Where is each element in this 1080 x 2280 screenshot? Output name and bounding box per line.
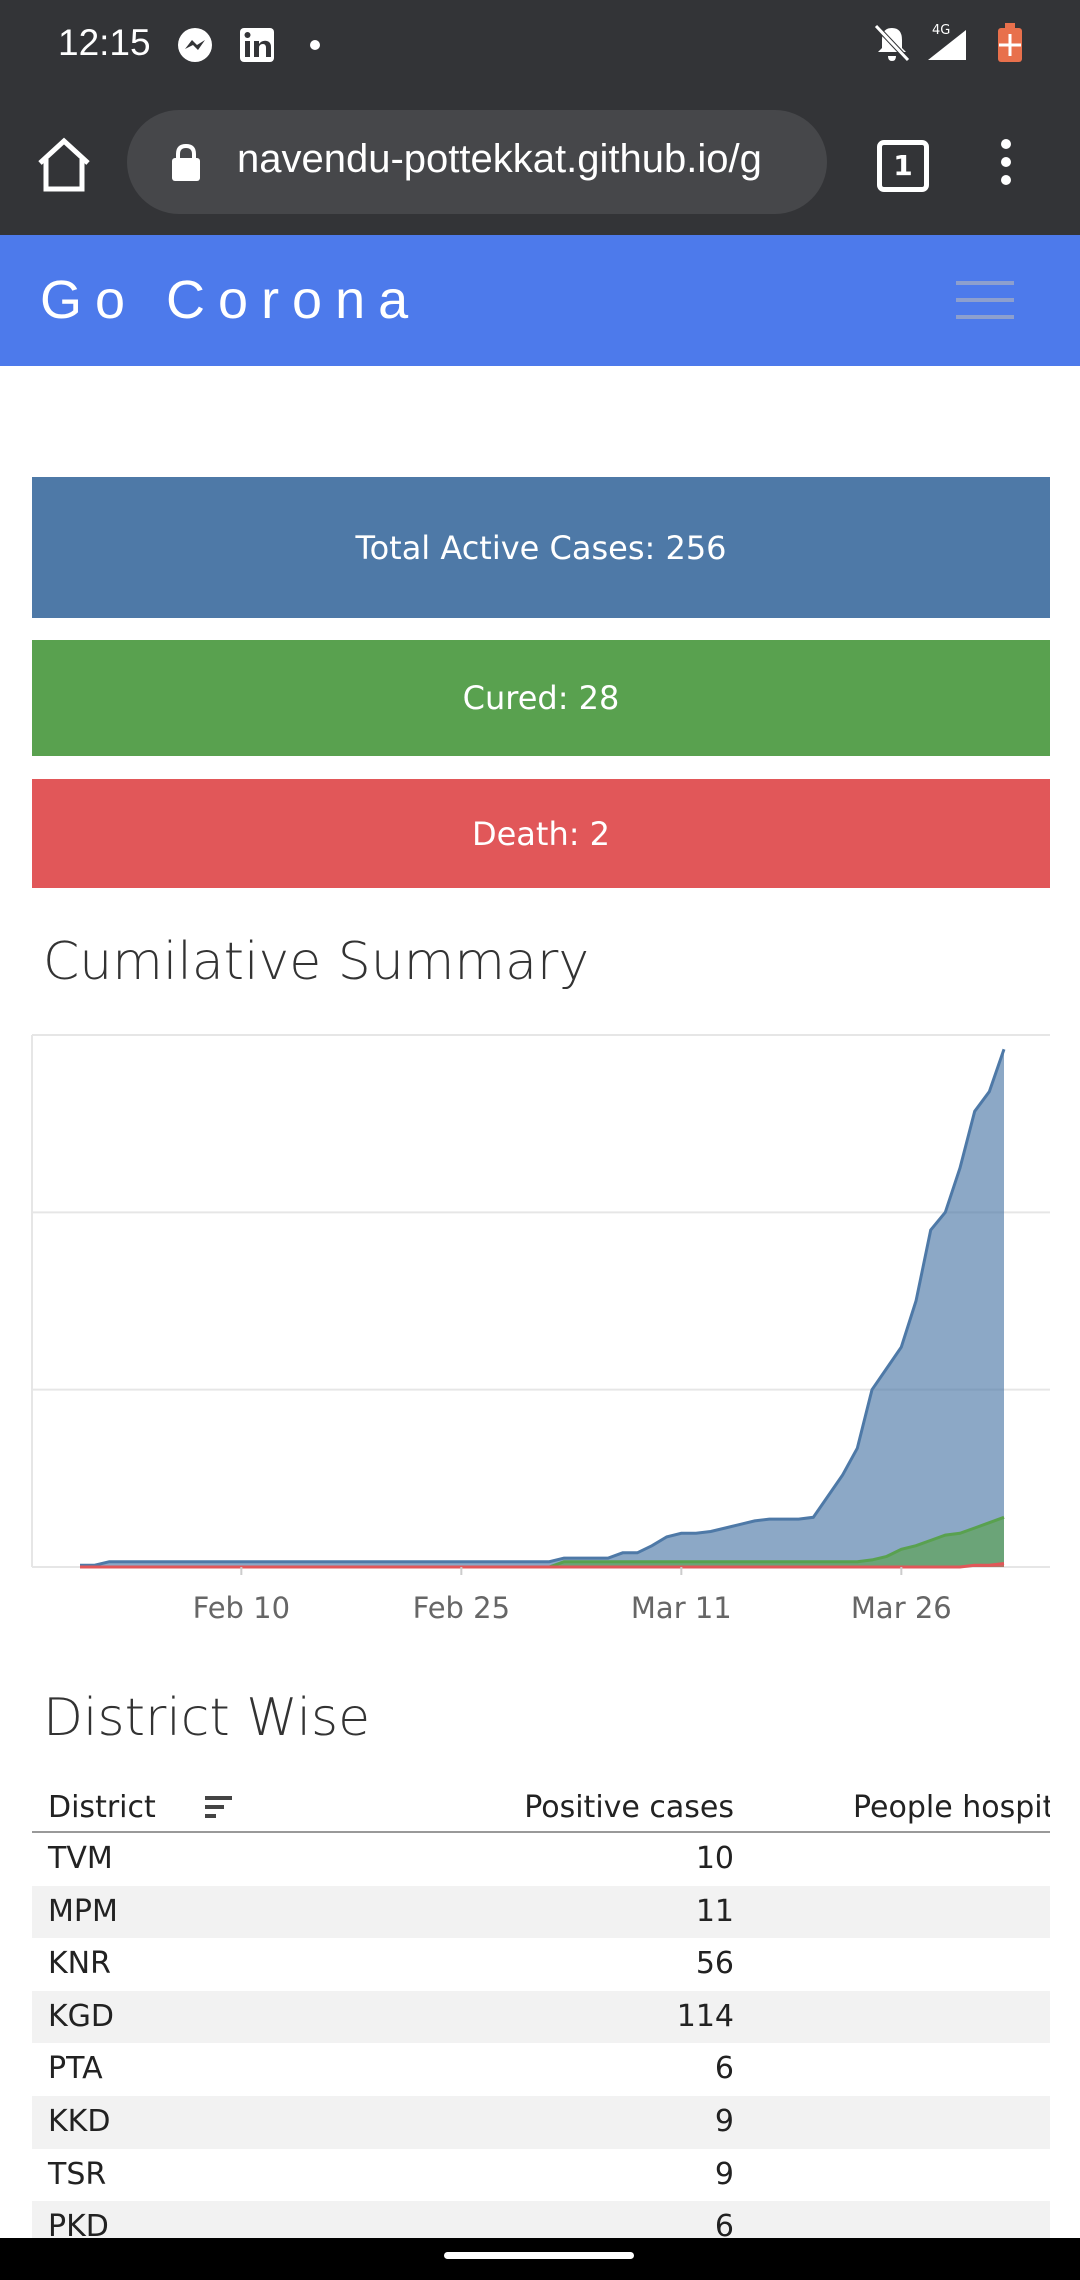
- cured-card: Cured: 28: [32, 640, 1050, 756]
- chart-title: Cumilative Summary: [43, 932, 590, 992]
- cell: 6: [714, 2051, 734, 2087]
- cell: 10: [695, 1841, 734, 1876]
- cell: PTA: [48, 2051, 103, 2087]
- x-tick-label: Mar 11: [631, 1591, 732, 1625]
- cell: MPM: [48, 1893, 118, 1929]
- sort-icon[interactable]: [202, 1794, 236, 1824]
- cell: PKD: [48, 2209, 109, 2238]
- cell: KNR: [48, 1946, 111, 1982]
- lock-icon: [172, 144, 200, 181]
- active-card: Total Active Cases: 256: [32, 477, 1050, 618]
- row-stripe: [32, 2096, 1050, 2149]
- row-stripe: [32, 1990, 1050, 2044]
- column-header[interactable]: Positive cases: [524, 1790, 734, 1825]
- column-header[interactable]: People hospit: [853, 1790, 1050, 1825]
- cell: 9: [714, 2104, 734, 2139]
- table: District Positive cases People hospit TV…: [32, 1786, 1050, 2238]
- hamburger[interactable]: [954, 279, 1016, 321]
- cell: 56: [695, 1946, 734, 1982]
- x-tick-label: Feb 25: [413, 1591, 510, 1625]
- tab-count[interactable]: 1: [877, 140, 929, 192]
- header-rule: [32, 1831, 1050, 1833]
- line: [80, 1048, 1006, 1567]
- brand[interactable]: Go Corona: [40, 270, 422, 330]
- navbar: Go Corona: [0, 235, 1080, 366]
- browser-chrome: 12:15 4G navendu-pottekkat.github.io/g 1: [0, 0, 1080, 235]
- chart: Feb 10 Feb 25 Mar 11 Mar 26: [31, 1034, 1050, 1625]
- menu-button[interactable]: [994, 138, 1018, 188]
- x-tick-label: Mar 26: [851, 1591, 952, 1625]
- area: [80, 1517, 1004, 1567]
- x-tick-label: Feb 10: [193, 1591, 290, 1625]
- notification-icons: [178, 28, 320, 62]
- area: [80, 1049, 1004, 1567]
- death-card: Death: 2: [32, 779, 1050, 888]
- nav-bar: [0, 2238, 1080, 2280]
- cell: TSR: [48, 2156, 107, 2192]
- cell: 6: [714, 2209, 734, 2238]
- home-button[interactable]: [36, 137, 92, 193]
- clock: 12:15: [58, 22, 151, 63]
- network-type: 4G: [932, 23, 950, 38]
- row-stripe: [32, 1885, 1050, 1939]
- cell: KKD: [48, 2104, 111, 2139]
- address-bar[interactable]: navendu-pottekkat.github.io/g: [127, 110, 827, 214]
- table-title: District Wise: [43, 1688, 371, 1748]
- line: [80, 1562, 1005, 1569]
- cell: 9: [714, 2156, 734, 2192]
- row-stripe: [32, 2201, 1050, 2238]
- cell: 11: [695, 1893, 734, 1929]
- cell: 114: [676, 1998, 734, 2034]
- cell: TVM: [48, 1841, 113, 1876]
- url: navendu-pottekkat.github.io/g: [237, 137, 762, 181]
- status-icons: 4G: [874, 23, 1022, 62]
- column-header[interactable]: District: [48, 1790, 156, 1825]
- cell: KGD: [48, 1998, 115, 2034]
- home-pill[interactable]: [444, 2252, 634, 2259]
